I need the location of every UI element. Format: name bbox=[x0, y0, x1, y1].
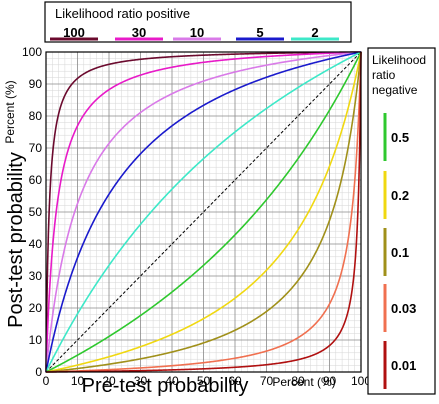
legend-negative-label: 0.01 bbox=[391, 358, 416, 373]
y-axis-unit-label: Percent (%) bbox=[3, 80, 17, 143]
legend-positive-label: 10 bbox=[190, 25, 204, 40]
lr-positive-curve-5 bbox=[45, 51, 362, 373]
legend-positive: Likelihood ratio positive 100 30 10 5 2 bbox=[44, 1, 352, 43]
y-tick-label: 10 bbox=[29, 333, 43, 347]
lr-negative-curve-0.01 bbox=[45, 51, 362, 373]
grid bbox=[45, 51, 362, 373]
lr-positive-curve-2 bbox=[45, 51, 362, 373]
x-tick-label: 30 bbox=[134, 374, 148, 388]
y-tick-label: 80 bbox=[29, 109, 43, 123]
x-tick-label: 80 bbox=[291, 374, 305, 388]
legend-positive-label: 5 bbox=[256, 25, 263, 40]
y-tick-label: 70 bbox=[29, 141, 43, 155]
x-tick-label: 20 bbox=[102, 374, 116, 388]
legend-negative-title-line-3: negative bbox=[372, 83, 418, 97]
x-tick-label: 40 bbox=[165, 374, 179, 388]
y-tick-label: 60 bbox=[29, 173, 43, 187]
x-tick-label: 90 bbox=[323, 374, 337, 388]
y-tick-label: 40 bbox=[29, 237, 43, 251]
legend-negative-box bbox=[367, 47, 436, 395]
y-axis-title: Post-test probability bbox=[5, 152, 27, 328]
lr-negative-curve-0.1 bbox=[45, 51, 362, 373]
legend-negative-title-line-1: Likelihood bbox=[372, 53, 426, 67]
legend-positive-box bbox=[44, 1, 352, 43]
legend-negative: Likelihood ratio negative 0.5 0.2 0.1 0.03 0… bbox=[367, 47, 436, 395]
x-tick-label: 70 bbox=[260, 374, 274, 388]
ticks: 0 10 20 30 40 50 60 70 80 90 100 0 10 20 30 40 50 60 70 80 9… bbox=[22, 45, 371, 388]
x-tick-label: 100 bbox=[351, 374, 371, 388]
legend-positive-label: 2 bbox=[311, 25, 318, 40]
lr-negative-curve-0.2 bbox=[45, 51, 362, 373]
legend-negative-label: 0.1 bbox=[391, 245, 409, 260]
curves bbox=[45, 51, 362, 373]
legend-positive-title: Likelihood ratio positive bbox=[55, 6, 190, 21]
y-tick-label: 100 bbox=[22, 45, 42, 59]
legend-negative-label: 0.03 bbox=[391, 301, 416, 316]
legend-negative-label: 0.2 bbox=[391, 188, 409, 203]
plot-frame bbox=[45, 51, 362, 373]
y-tick-label: 50 bbox=[29, 205, 43, 219]
y-tick-label: 90 bbox=[29, 77, 43, 91]
legend-positive-label: 30 bbox=[132, 25, 146, 40]
y-tick-label: 20 bbox=[29, 301, 43, 315]
lr-positive-curve-30 bbox=[45, 51, 362, 373]
y-tick-label: 30 bbox=[29, 269, 43, 283]
x-tick-label: 0 bbox=[43, 374, 50, 388]
x-axis-unit-label: Percent (%) bbox=[272, 375, 335, 389]
x-axis-title: Pre-test probability bbox=[82, 375, 249, 397]
y-tick-label: 0 bbox=[35, 365, 42, 379]
x-tick-label: 60 bbox=[228, 374, 242, 388]
legend-negative-title-line-2: ratio bbox=[372, 68, 396, 82]
lr-positive-curve-10 bbox=[45, 51, 362, 373]
x-tick-label: 10 bbox=[71, 374, 85, 388]
x-tick-label: 50 bbox=[197, 374, 211, 388]
lr-negative-curve-0.5 bbox=[45, 51, 362, 373]
lr-positive-curve-100 bbox=[45, 51, 362, 373]
lr-negative-curve-0.03 bbox=[45, 51, 362, 373]
legend-positive-label: 100 bbox=[63, 25, 85, 40]
legend-negative-label: 0.5 bbox=[391, 130, 409, 145]
